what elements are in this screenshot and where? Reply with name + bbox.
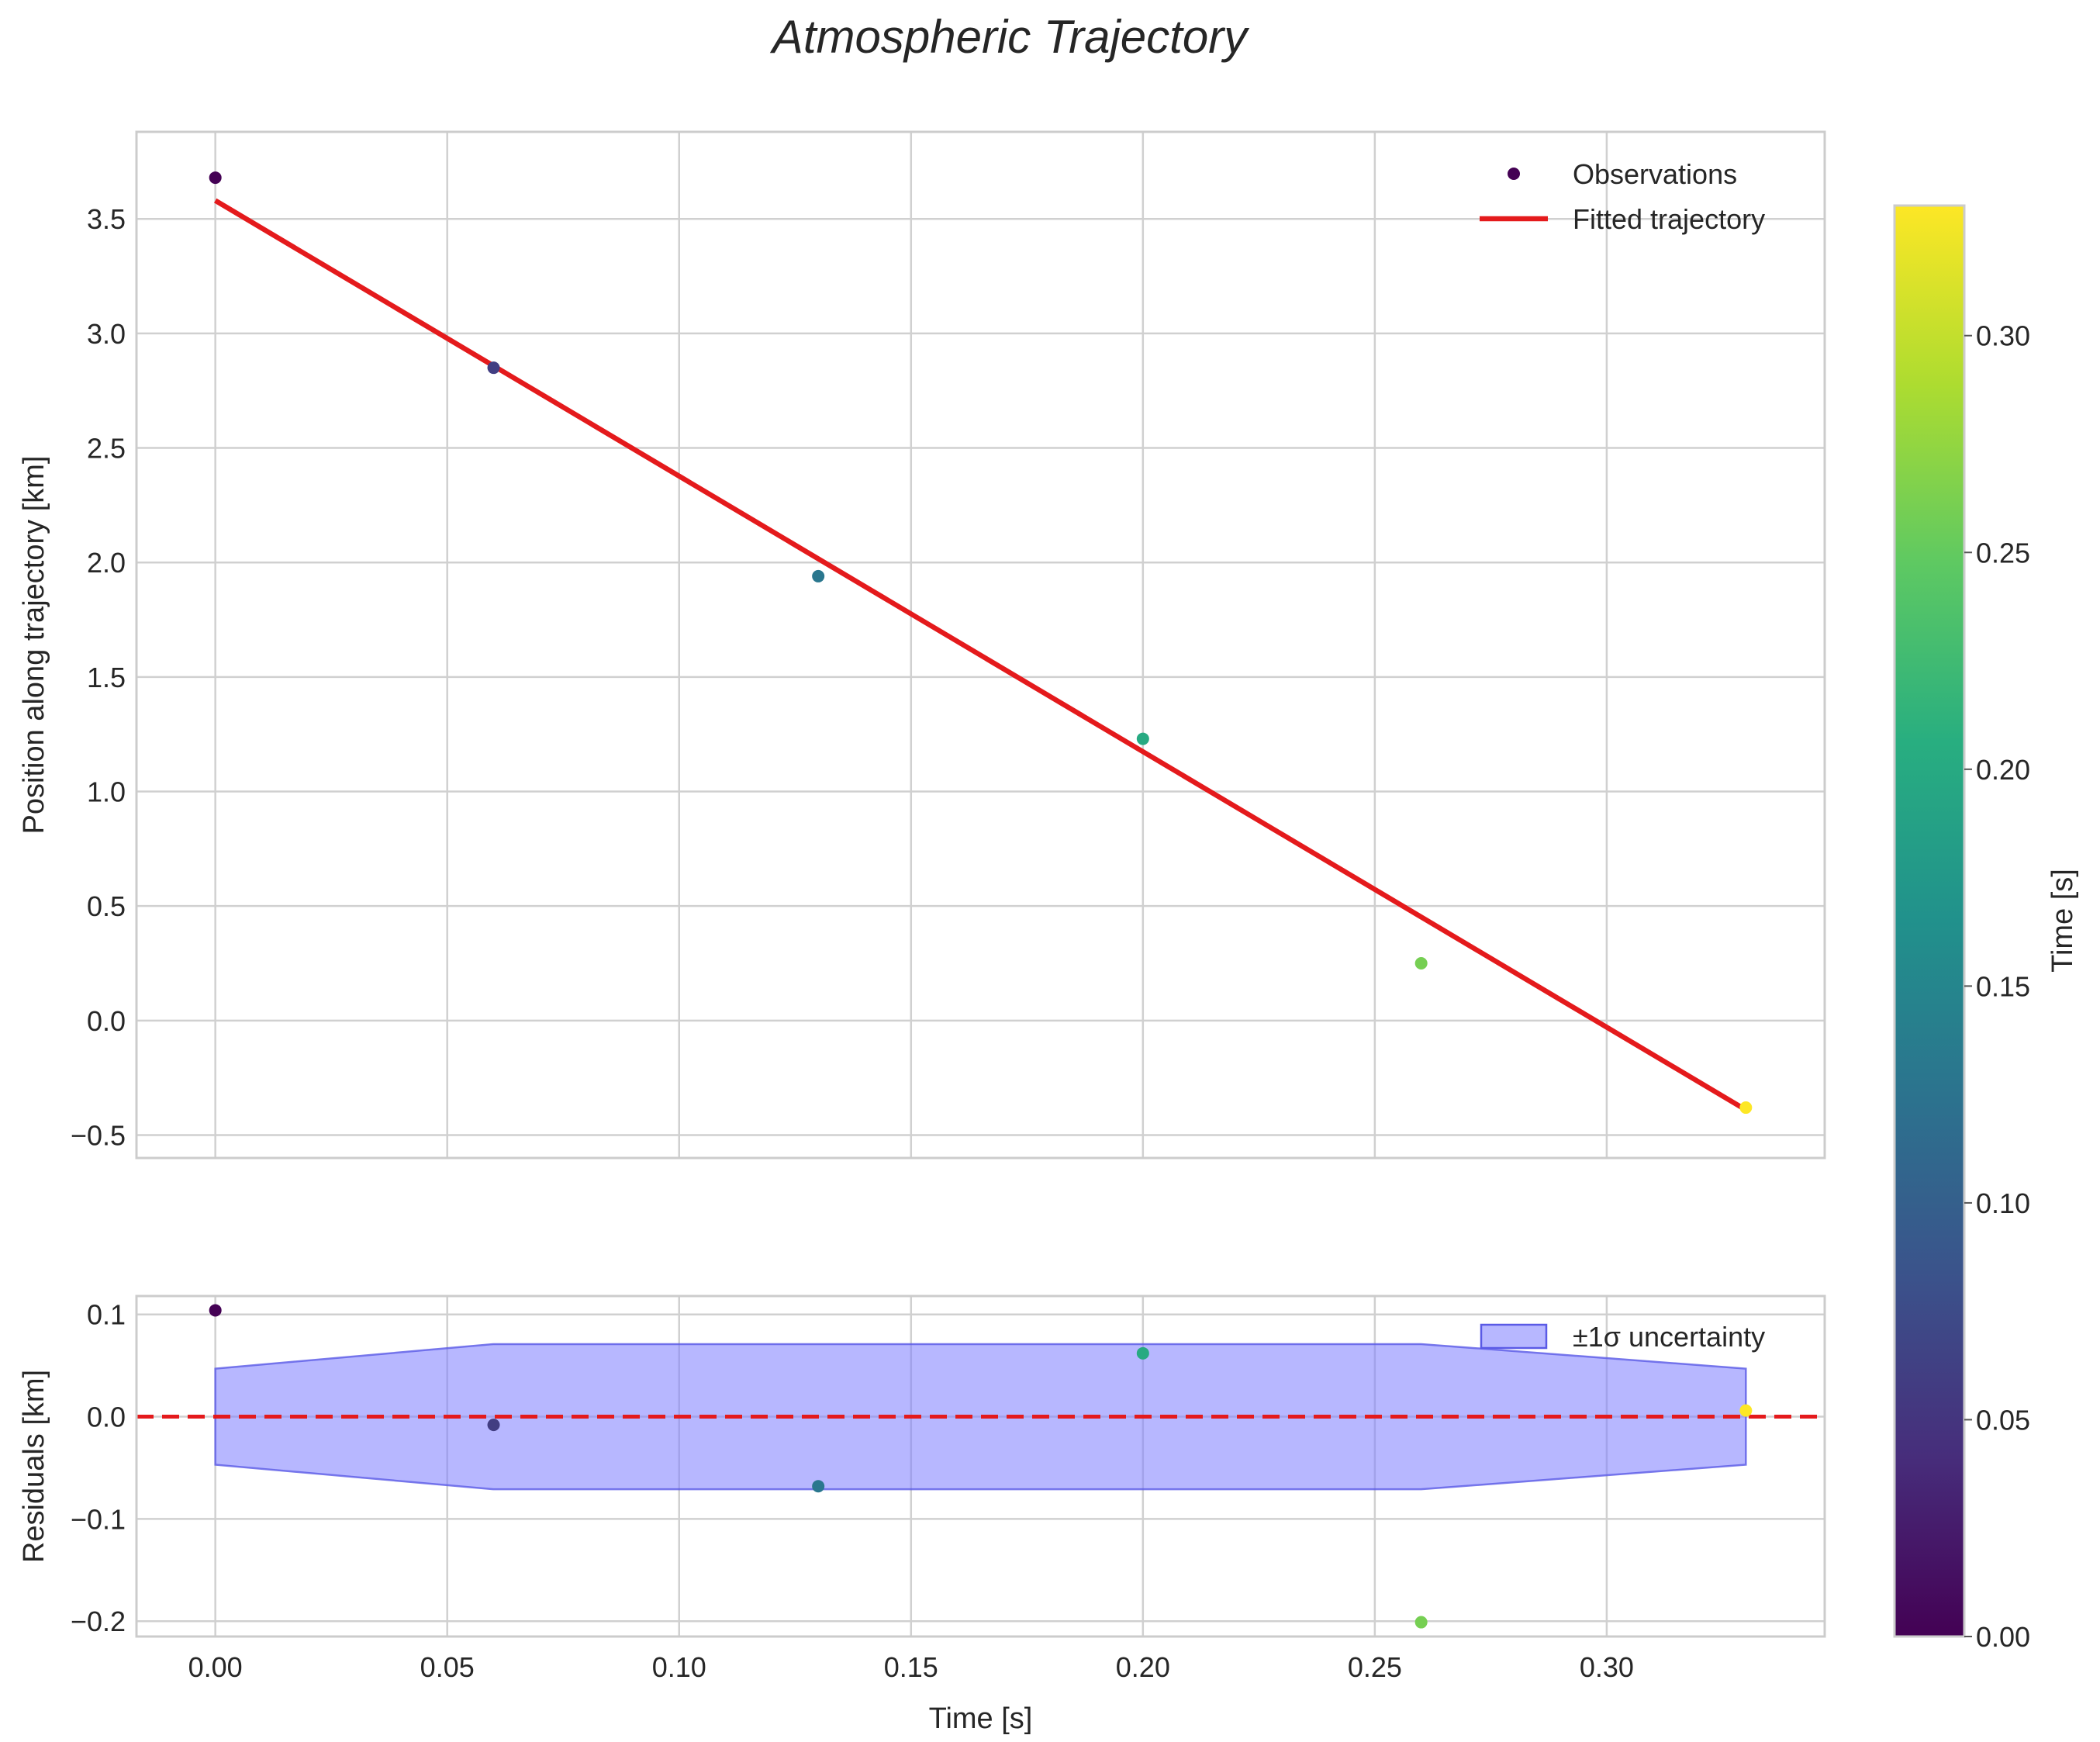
bottom-legend: ±1σ uncertainty <box>1480 1321 1765 1353</box>
top-frame <box>135 130 1826 1160</box>
top-ytick-label: 2.0 <box>87 547 126 579</box>
legend-observations-label: Observations <box>1573 158 1737 190</box>
residual-point <box>812 1480 825 1493</box>
residual-point <box>1739 1404 1753 1417</box>
uncertainty-band <box>214 1343 1747 1491</box>
top-ytick-label: 3.0 <box>87 318 126 350</box>
colorbar-ticks: 0.00 0.05 0.10 0.15 0.20 0.25 0.30 <box>1964 320 2030 1653</box>
bottom-ytick-label: −0.2 <box>71 1605 126 1637</box>
colorbar-gradient <box>1893 204 1966 1638</box>
colorbar-tick-label: 0.15 <box>1976 970 2030 1002</box>
residual-point <box>1136 1346 1149 1360</box>
residual-point <box>209 1304 222 1317</box>
residual-point <box>487 1419 500 1432</box>
legend-uncertainty-marker <box>1480 1323 1548 1350</box>
colorbar-label: Time [s] <box>2046 869 2079 973</box>
top-grid <box>136 132 1825 1158</box>
colorbar-tick-label: 0.20 <box>1976 754 2030 786</box>
bottom-xtick-label: 0.15 <box>884 1651 938 1683</box>
legend-uncertainty-label: ±1σ uncertainty <box>1573 1321 1765 1353</box>
bottom-ylabel: Residuals [km] <box>18 1370 50 1563</box>
top-ytick-label: 2.5 <box>87 433 126 465</box>
top-ylabel: Position along trajectory [km] <box>18 456 50 835</box>
bottom-panel: 0.1 0.0 −0.1 −0.2 0.00 0.05 0.10 0.15 0.20 0.25 0.… <box>18 1294 1826 1735</box>
bottom-xtick-label: 0.05 <box>420 1651 475 1683</box>
bottom-ytick-label: 0.0 <box>87 1402 126 1433</box>
bottom-xtick-label: 0.10 <box>652 1651 706 1683</box>
colorbar-tick-label: 0.25 <box>1976 537 2030 569</box>
top-ytick-label: −0.5 <box>71 1119 126 1151</box>
top-ytick-label: 3.5 <box>87 203 126 235</box>
bottom-frame <box>135 1294 1826 1638</box>
colorbar: 0.00 0.05 0.10 0.15 0.20 0.25 0.30 Time [s] <box>1893 204 2079 1653</box>
bottom-xtick-label: 0.30 <box>1580 1651 1634 1683</box>
residual-point <box>1414 1616 1428 1629</box>
colorbar-tick-label: 0.05 <box>1976 1404 2030 1436</box>
top-panel: 3.5 3.0 2.5 2.0 1.5 1.0 0.5 0.0 −0.5 Position alo… <box>18 130 1826 1160</box>
bottom-xtick-label: 0.20 <box>1116 1651 1170 1683</box>
colorbar-tick-label: 0.10 <box>1976 1187 2030 1219</box>
colorbar-tick-label: 0.30 <box>1976 320 2030 352</box>
fitted-trajectory-line <box>214 198 1747 1112</box>
observation-point <box>812 569 825 582</box>
chart-title: Atmospheric Trajectory <box>770 11 1250 63</box>
top-legend: Observations Fitted trajectory <box>1480 158 1765 235</box>
top-ytick-label: 0.0 <box>87 1005 126 1037</box>
legend-observations-marker <box>1508 168 1520 180</box>
top-ytick-label: 1.5 <box>87 662 126 693</box>
bottom-xtick-label: 0.25 <box>1348 1651 1402 1683</box>
bottom-ytick-label: −0.1 <box>71 1503 126 1535</box>
observation-point <box>487 361 500 375</box>
top-ytick-label: 0.5 <box>87 890 126 922</box>
observation-point <box>1739 1101 1753 1115</box>
colorbar-tick-label: 0.00 <box>1976 1621 2030 1653</box>
observation-point <box>209 171 222 185</box>
legend-fit-label: Fitted trajectory <box>1573 203 1765 235</box>
bottom-xlabel: Time [s] <box>929 1702 1033 1735</box>
bottom-xtick-label: 0.00 <box>188 1651 243 1683</box>
top-ytick-label: 1.0 <box>87 776 126 808</box>
observation-point <box>1414 956 1428 970</box>
observation-point <box>1136 732 1149 745</box>
bottom-ytick-label: 0.1 <box>87 1299 126 1331</box>
